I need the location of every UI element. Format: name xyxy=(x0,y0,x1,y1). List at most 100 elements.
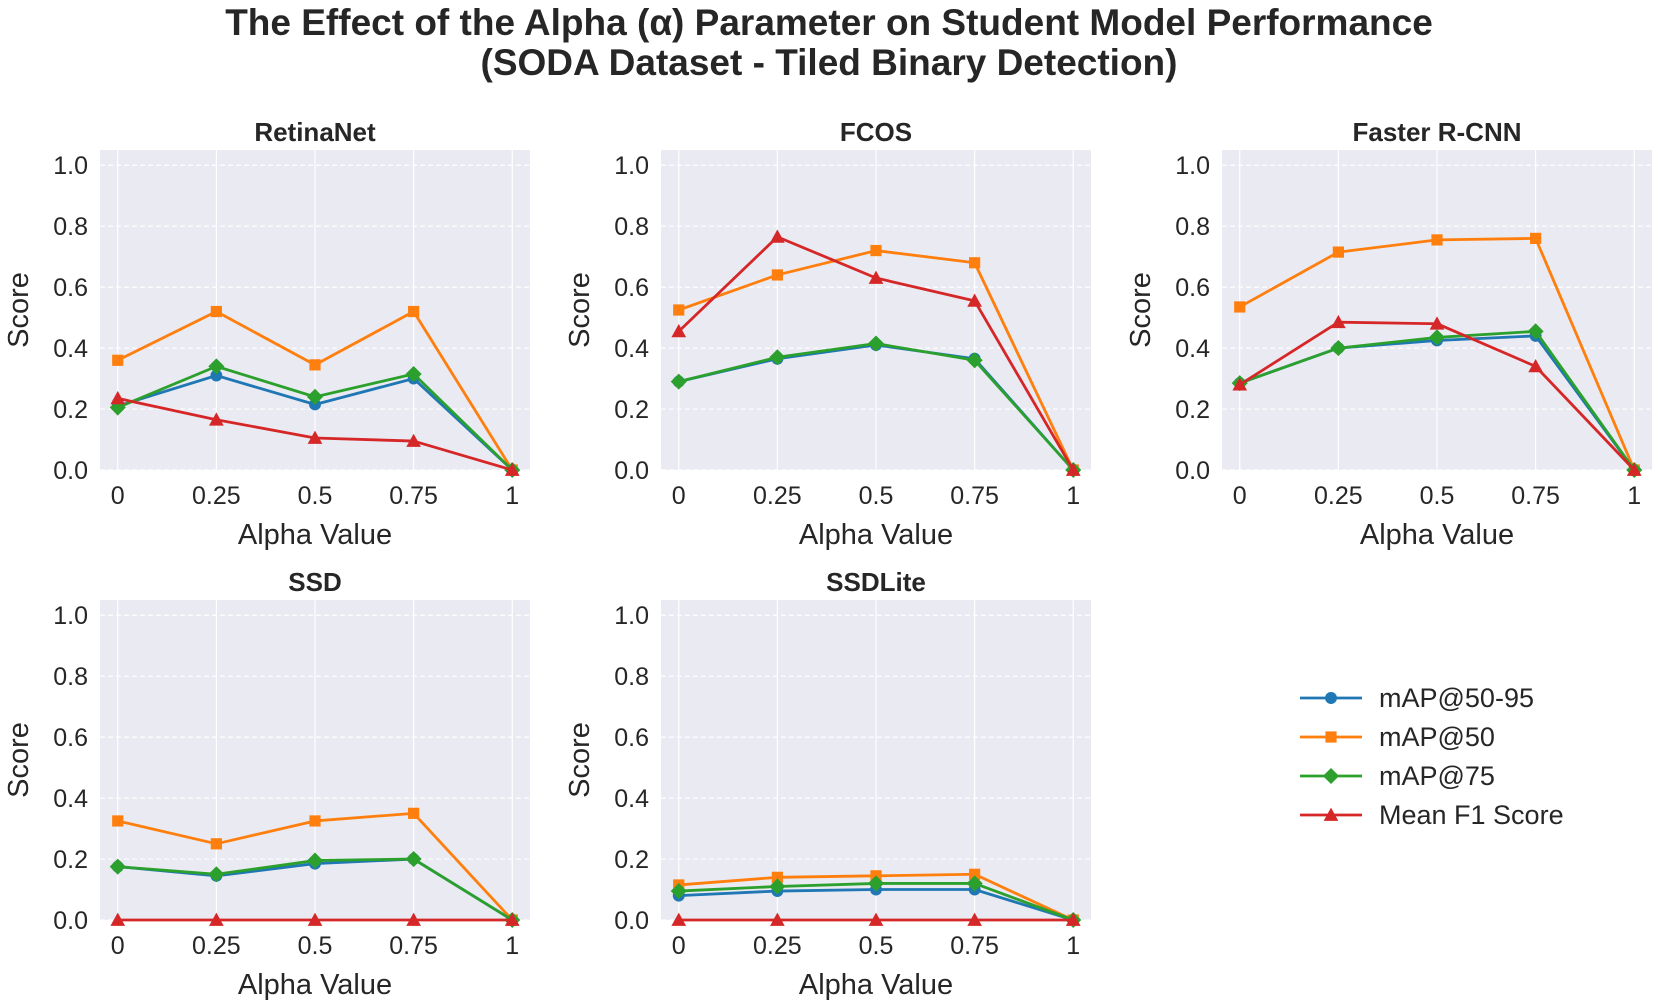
series-mean-f1-score xyxy=(1232,314,1642,476)
data-point xyxy=(307,912,323,926)
panel-title: SSD xyxy=(288,567,341,597)
legend-marker xyxy=(1325,692,1337,704)
y-tick-label: 1.0 xyxy=(53,602,88,630)
x-tick-label: 1 xyxy=(505,482,519,510)
y-tick-label: 1.0 xyxy=(614,152,649,180)
data-point xyxy=(1332,246,1344,258)
x-tick-label: 0.75 xyxy=(389,482,438,510)
x-tick-label: 0.5 xyxy=(298,482,333,510)
y-tick-label: 0.2 xyxy=(614,396,649,424)
data-point xyxy=(770,229,785,243)
data-point xyxy=(670,882,687,900)
y-tick-label: 0.4 xyxy=(1175,335,1210,363)
x-axis-label: Alpha Value xyxy=(1360,519,1514,551)
data-point xyxy=(1331,314,1346,329)
data-point xyxy=(769,349,786,366)
data-point xyxy=(671,912,687,926)
x-tick-label: 0.25 xyxy=(753,932,802,960)
x-axis-label: Alpha Value xyxy=(799,969,953,1001)
series-mean-f1-score xyxy=(671,229,1081,476)
data-point xyxy=(867,875,885,892)
x-tick-label: 1 xyxy=(1066,482,1080,510)
legend-label: mAP@50 xyxy=(1379,722,1495,752)
data-point xyxy=(670,373,687,390)
y-axis-label: Score xyxy=(3,722,35,798)
legend-marker xyxy=(1323,807,1339,821)
data-point xyxy=(109,858,126,875)
y-tick-label: 0.6 xyxy=(614,274,649,302)
panel-title: SSDLite xyxy=(826,567,926,597)
data-point xyxy=(967,293,982,307)
data-point xyxy=(1065,462,1081,476)
x-tick-label: 0.25 xyxy=(192,482,241,510)
panel-fcos: FCOS 0.0 0.2 0.4 0.6 0.8 1.0 0 0.25 0.5 0.75 1 Alpha… xyxy=(564,117,1091,551)
data-point xyxy=(110,912,126,926)
data-point xyxy=(969,257,981,269)
data-point xyxy=(1626,462,1642,476)
x-tick-label: 0.5 xyxy=(859,932,894,960)
data-point xyxy=(673,304,685,316)
y-tick-label: 0.0 xyxy=(53,457,88,485)
y-tick-label: 0.8 xyxy=(53,213,88,241)
x-tick-label: 0.5 xyxy=(859,482,894,510)
data-point xyxy=(406,912,421,926)
data-point xyxy=(770,912,785,926)
x-tick-label: 0 xyxy=(672,932,686,960)
y-tick-label: 1.0 xyxy=(614,602,649,630)
x-tick-label: 0.75 xyxy=(389,932,438,960)
data-point xyxy=(1428,329,1446,346)
x-tick-label: 0.75 xyxy=(950,932,999,960)
legend: mAP@50-95 mAP@50 mAP@75 Mean F1 Score xyxy=(1300,683,1564,830)
data-point xyxy=(306,388,324,405)
y-tick-label: 0.6 xyxy=(53,724,88,752)
series-mean-f1-score xyxy=(110,912,520,926)
data-point xyxy=(1527,323,1544,340)
data-point xyxy=(408,305,420,318)
y-tick-label: 1.0 xyxy=(53,152,88,180)
data-point xyxy=(309,359,321,371)
x-tick-label: 1 xyxy=(1066,932,1080,960)
y-tick-label: 0.2 xyxy=(1175,396,1210,424)
y-tick-label: 0.8 xyxy=(53,663,88,691)
data-point xyxy=(208,866,225,883)
panel-retinanet: RetinaNet 0.0 0.2 0.4 0.6 0.8 1.0 0 0.25 0.5 0.75 1… xyxy=(3,117,530,551)
x-tick-label: 0 xyxy=(672,482,686,510)
y-axis-label: Score xyxy=(1125,272,1157,348)
data-point xyxy=(405,850,422,868)
data-point xyxy=(969,868,981,880)
figure-title-line-2: (SODA Dataset - Tiled Binary Detection) xyxy=(480,42,1178,83)
legend-entry-mean-f1-score: Mean F1 Score xyxy=(1300,800,1564,830)
data-point xyxy=(967,912,982,926)
panel-title: Faster R-CNN xyxy=(1352,117,1521,147)
data-point xyxy=(1232,377,1248,391)
y-tick-label: 0.0 xyxy=(614,907,649,935)
data-point xyxy=(771,871,783,883)
x-tick-label: 1 xyxy=(505,932,519,960)
data-point xyxy=(1431,234,1443,246)
data-point xyxy=(210,838,222,850)
x-tick-label: 0.25 xyxy=(753,482,802,510)
x-tick-label: 1 xyxy=(1627,482,1641,510)
legend-entry-map-50: mAP@50 xyxy=(1300,722,1495,752)
legend-entry-map-75: mAP@75 xyxy=(1300,761,1495,791)
data-point xyxy=(771,269,783,281)
x-tick-label: 0 xyxy=(111,932,125,960)
data-point xyxy=(1234,301,1246,313)
panel-ssd: SSD 0.0 0.2 0.4 0.6 0.8 1.0 0 0.25 0.5 0.75 1 Alpha … xyxy=(3,567,530,1001)
series-mean-f1-score xyxy=(671,912,1081,926)
y-tick-label: 0.4 xyxy=(53,335,88,363)
data-point xyxy=(408,807,420,819)
data-point xyxy=(209,412,224,426)
legend-entry-map-50-95: mAP@50-95 xyxy=(1300,683,1534,713)
panel-title: FCOS xyxy=(840,117,912,147)
legend-label: Mean F1 Score xyxy=(1379,800,1564,830)
data-point xyxy=(1528,359,1543,373)
data-point xyxy=(867,335,885,352)
y-tick-label: 0.0 xyxy=(614,457,649,485)
data-point xyxy=(1330,340,1347,357)
data-point xyxy=(208,358,225,375)
series-map-75 xyxy=(670,875,1082,929)
x-tick-label: 0.25 xyxy=(1314,482,1363,510)
